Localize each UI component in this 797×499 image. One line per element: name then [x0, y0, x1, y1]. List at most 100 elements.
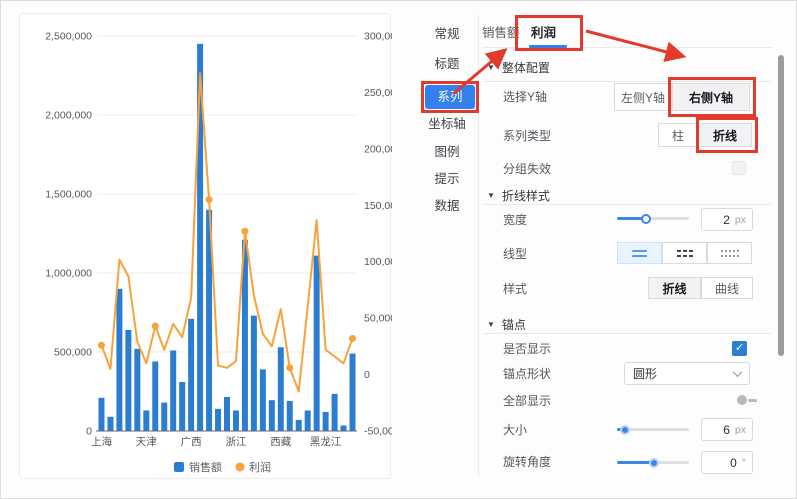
- line-width-label: 宽度: [503, 213, 528, 227]
- panel-scrollbar[interactable]: [778, 55, 784, 356]
- anchor-shape-select[interactable]: 圆形: [624, 362, 750, 385]
- left-y-axis-button[interactable]: 左侧Y轴: [614, 83, 672, 111]
- rotate-angle-input[interactable]: 0 °: [701, 451, 753, 474]
- group-invalid-label: 分组失效: [503, 162, 552, 176]
- svg-text:销售额: 销售额: [189, 460, 222, 474]
- svg-text:浙江: 浙江: [225, 436, 246, 448]
- show-all-toggle-track: [748, 399, 757, 402]
- dotted-line-icon: [720, 254, 739, 257]
- style-label: 样式: [503, 282, 528, 296]
- svg-text:2,000,000: 2,000,000: [45, 110, 92, 122]
- group-invalid-checkbox[interactable]: [732, 161, 746, 175]
- section-anchor[interactable]: ▼ 锚点: [487, 316, 526, 333]
- nav-item-legend[interactable]: 图例: [434, 145, 460, 159]
- section-title: 整体配置: [501, 61, 550, 75]
- style-curve-button[interactable]: 曲线: [701, 277, 753, 299]
- line-type-label: 线型: [503, 247, 528, 261]
- tab-profit[interactable]: 利润: [531, 26, 557, 40]
- line-width-slider[interactable]: [617, 217, 689, 220]
- anchor-show-label: 是否显示: [503, 342, 552, 356]
- rotate-angle-value: 0: [730, 455, 737, 470]
- anchor-size-slider[interactable]: [617, 428, 689, 431]
- svg-text:2,500,000: 2,500,000: [45, 31, 92, 43]
- anchor-show-checkbox[interactable]: ✓: [732, 341, 747, 356]
- svg-text:黑龙江: 黑龙江: [310, 435, 342, 448]
- bar-type-button[interactable]: 柱: [658, 123, 698, 147]
- line-width-input[interactable]: 2 px: [701, 208, 753, 231]
- svg-text:-50,000: -50,000: [364, 426, 392, 438]
- svg-text:100,000: 100,000: [364, 256, 392, 268]
- rotate-angle-label: 旋转角度: [503, 455, 552, 469]
- rotate-angle-slider-handle[interactable]: [649, 458, 659, 468]
- svg-text:上海: 上海: [91, 435, 112, 448]
- line-width-slider-fill: [617, 217, 646, 220]
- anchor-shape-label: 锚点形状: [503, 367, 552, 381]
- section-title: 折线样式: [501, 189, 550, 203]
- section-collapse-icon: ▼: [487, 320, 495, 329]
- line-width-value: 2: [723, 212, 730, 227]
- svg-text:0: 0: [364, 369, 370, 381]
- line-type-dashed-button[interactable]: [662, 242, 707, 264]
- rotate-angle-slider-fill: [617, 461, 654, 464]
- nav-item-tooltip[interactable]: 提示: [434, 172, 460, 186]
- section-title: 锚点: [501, 318, 526, 332]
- line-type-dotted-button[interactable]: [707, 242, 752, 264]
- checkmark-icon: ✓: [734, 342, 745, 354]
- section-divider: [484, 204, 771, 205]
- solid-line-icon: [632, 249, 647, 252]
- show-all-label: 全部显示: [503, 394, 552, 408]
- svg-text:西藏: 西藏: [270, 436, 291, 448]
- sales-profit-chart[interactable]: 0 500,000 1,000,000 1,500,000 2,000,000 2,500…: [20, 14, 402, 480]
- chevron-down-icon: [732, 367, 743, 378]
- svg-text:50,000: 50,000: [364, 313, 392, 325]
- section-collapse-icon: ▼: [487, 191, 495, 200]
- svg-text:0: 0: [86, 426, 92, 438]
- svg-text:1,000,000: 1,000,000: [45, 268, 92, 280]
- nav-item-series[interactable]: 系列: [425, 85, 475, 109]
- svg-text:200,000: 200,000: [364, 143, 392, 155]
- svg-text:500,000: 500,000: [54, 347, 92, 359]
- select-y-axis-label: 选择Y轴: [503, 90, 548, 104]
- svg-text:250,000: 250,000: [364, 87, 392, 99]
- svg-text:150,000: 150,000: [364, 200, 392, 212]
- svg-text:广西: 广西: [181, 436, 202, 448]
- anchor-shape-value: 圆形: [633, 367, 658, 381]
- line-width-unit: px: [734, 213, 746, 226]
- tab-divider: [482, 47, 773, 48]
- solid-line-icon: [632, 254, 647, 257]
- svg-text:利润: 利润: [249, 460, 271, 474]
- svg-text:天津: 天津: [136, 436, 157, 448]
- line-width-slider-handle[interactable]: [641, 214, 651, 224]
- anchor-size-input[interactable]: 6 px: [701, 418, 753, 441]
- section-overall-config[interactable]: ▼ 整体配置: [487, 59, 550, 76]
- chart-card: 0 500,000 1,000,000 1,500,000 2,000,000 2,500…: [19, 13, 402, 480]
- line-type-button[interactable]: 折线: [698, 123, 752, 147]
- svg-text:1,500,000: 1,500,000: [45, 189, 92, 201]
- series-type-label: 系列类型: [503, 129, 552, 143]
- anchor-size-slider-handle[interactable]: [620, 425, 630, 435]
- line-type-solid-button[interactable]: [617, 242, 662, 264]
- anchor-size-value: 6: [723, 422, 730, 437]
- active-tab-indicator: [529, 45, 567, 48]
- right-y-axis-button[interactable]: 右侧Y轴: [672, 83, 750, 111]
- section-line-style[interactable]: ▼ 折线样式: [487, 187, 550, 204]
- annotation-arrow-to-right-y: [585, 29, 687, 63]
- nav-item-axis[interactable]: 坐标轴: [428, 117, 466, 131]
- section-divider: [484, 81, 771, 82]
- panel-divider: [478, 15, 479, 477]
- section-divider: [484, 333, 771, 334]
- style-polyline-button[interactable]: 折线: [648, 277, 701, 299]
- anchor-size-unit: px: [734, 423, 746, 436]
- section-collapse-icon: ▼: [487, 63, 495, 72]
- dashed-line-icon: [676, 249, 693, 252]
- nav-item-title[interactable]: 标题: [434, 57, 460, 71]
- show-all-toggle[interactable]: [737, 395, 747, 405]
- nav-item-general[interactable]: 常规: [434, 27, 460, 41]
- dashed-line-icon: [676, 254, 693, 257]
- svg-text:300,000: 300,000: [364, 31, 392, 43]
- tab-sales[interactable]: 销售额: [482, 26, 520, 40]
- nav-item-data[interactable]: 数据: [434, 199, 460, 213]
- rotate-angle-unit: °: [741, 456, 746, 469]
- anchor-size-label: 大小: [503, 423, 528, 437]
